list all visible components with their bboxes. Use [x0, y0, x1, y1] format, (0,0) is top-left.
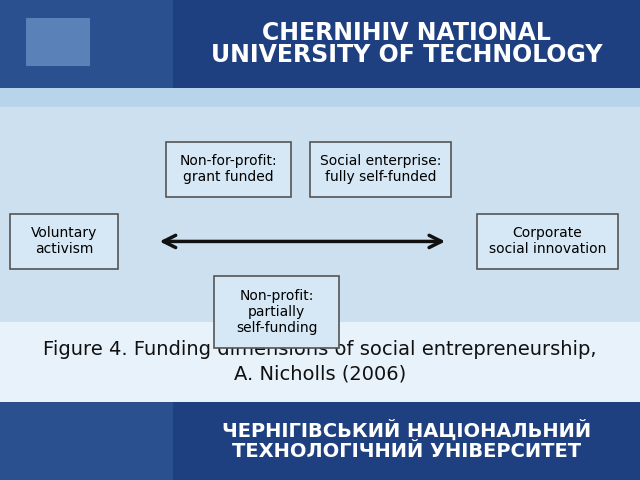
- Text: CHERNIHIV NATIONAL: CHERNIHIV NATIONAL: [262, 22, 551, 46]
- FancyBboxPatch shape: [0, 402, 640, 480]
- FancyBboxPatch shape: [10, 214, 118, 269]
- Text: Non-for-profit:
grant funded: Non-for-profit: grant funded: [180, 154, 278, 184]
- Text: Voluntary
activism: Voluntary activism: [31, 226, 97, 256]
- FancyBboxPatch shape: [0, 402, 173, 480]
- Text: Non-profit:
partially
self-funding: Non-profit: partially self-funding: [236, 289, 317, 335]
- FancyBboxPatch shape: [0, 88, 640, 107]
- Text: Corporate
social innovation: Corporate social innovation: [488, 226, 606, 256]
- Text: Figure 4. Funding dimensions of social entrepreneurship,
A. Nicholls (2006): Figure 4. Funding dimensions of social e…: [44, 340, 596, 384]
- FancyBboxPatch shape: [0, 0, 640, 88]
- FancyBboxPatch shape: [0, 322, 640, 402]
- FancyBboxPatch shape: [0, 0, 173, 88]
- Text: Social enterprise:
fully self-funded: Social enterprise: fully self-funded: [320, 154, 442, 184]
- FancyBboxPatch shape: [214, 276, 339, 348]
- Text: ТЕХНОЛОГІЧНИЙ УНІВЕРСИТЕТ: ТЕХНОЛОГІЧНИЙ УНІВЕРСИТЕТ: [232, 442, 581, 461]
- FancyBboxPatch shape: [26, 18, 90, 66]
- Text: UNIVERSITY OF TECHNOLOGY: UNIVERSITY OF TECHNOLOGY: [211, 43, 602, 67]
- FancyBboxPatch shape: [477, 214, 618, 269]
- Text: ЧЕРНІГІВСЬКИЙ НАЦІОНАЛЬНИЙ: ЧЕРНІГІВСЬКИЙ НАЦІОНАЛЬНИЙ: [222, 420, 591, 441]
- FancyBboxPatch shape: [166, 142, 291, 197]
- FancyBboxPatch shape: [310, 142, 451, 197]
